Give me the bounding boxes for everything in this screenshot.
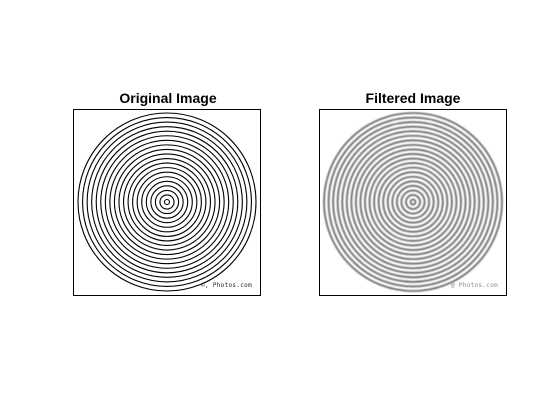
concentric-ring	[86, 121, 248, 283]
concentric-ring	[332, 121, 494, 283]
original-concentric-rings-image	[77, 112, 257, 292]
filtered-watermark: @ Photos.com	[451, 282, 498, 289]
rings-group	[77, 112, 257, 292]
original-image-panel: ©, Photos.com	[73, 109, 261, 296]
concentric-ring	[127, 162, 207, 242]
rings-group	[323, 112, 503, 292]
concentric-ring	[382, 171, 444, 233]
concentric-ring	[368, 157, 458, 247]
original-watermark: ©, Photos.com	[201, 282, 252, 289]
concentric-ring	[95, 130, 239, 274]
concentric-ring	[77, 112, 257, 292]
concentric-ring	[350, 139, 476, 265]
concentric-ring	[400, 189, 426, 215]
concentric-ring	[154, 189, 180, 215]
concentric-ring	[109, 144, 225, 260]
concentric-ring	[145, 180, 189, 224]
concentric-ring	[113, 148, 221, 256]
concentric-ring	[118, 153, 216, 251]
concentric-ring	[122, 157, 212, 247]
concentric-ring	[104, 139, 230, 265]
concentric-ring	[91, 126, 243, 278]
concentric-ring	[377, 166, 449, 238]
concentric-ring	[373, 162, 453, 242]
concentric-ring	[159, 194, 175, 210]
concentric-ring	[409, 198, 417, 206]
concentric-ring	[327, 116, 499, 288]
concentric-ring	[150, 185, 184, 219]
concentric-ring	[132, 167, 202, 237]
concentric-ring	[82, 117, 252, 287]
concentric-ring	[364, 153, 462, 251]
concentric-ring	[359, 148, 467, 256]
filtered-image-panel: @ Photos.com	[319, 109, 507, 296]
concentric-ring	[141, 176, 193, 228]
concentric-ring	[336, 125, 490, 279]
concentric-ring	[136, 171, 198, 233]
concentric-ring	[163, 198, 171, 206]
filtered-concentric-rings-image	[323, 112, 503, 292]
filtered-image-title: Filtered Image	[365, 90, 461, 106]
concentric-ring	[355, 144, 471, 260]
concentric-ring	[323, 112, 503, 292]
original-image-title: Original Image	[119, 90, 217, 106]
concentric-ring	[405, 194, 421, 210]
concentric-ring	[100, 135, 234, 269]
concentric-ring	[345, 134, 481, 270]
concentric-ring	[391, 180, 435, 224]
concentric-ring	[396, 185, 430, 219]
concentric-ring	[386, 175, 440, 229]
concentric-ring	[341, 130, 485, 274]
